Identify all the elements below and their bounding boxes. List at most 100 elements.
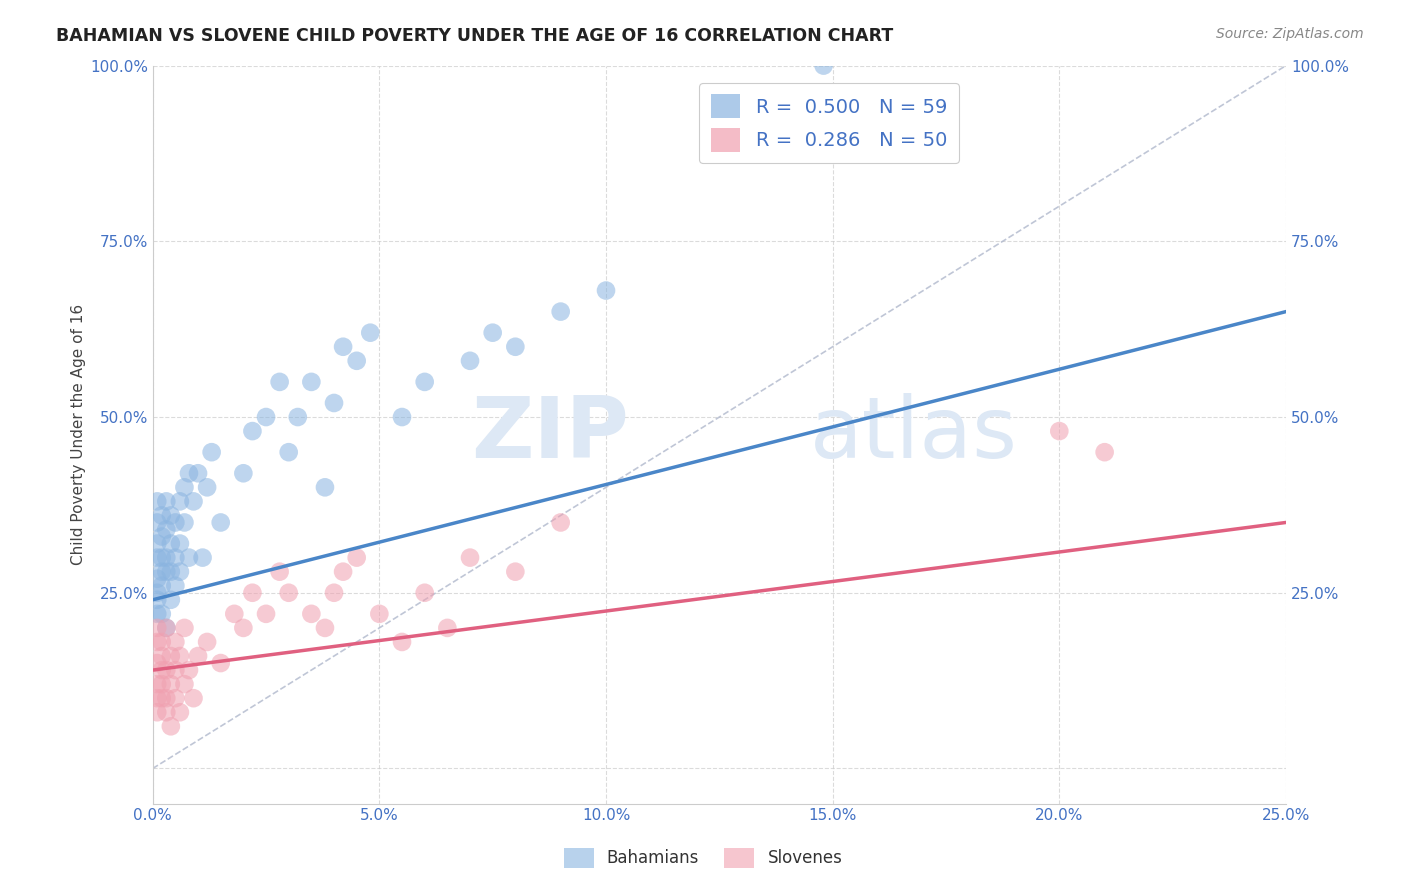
Point xyxy=(160,677,183,691)
Point xyxy=(150,691,173,706)
Point xyxy=(155,663,177,677)
Point xyxy=(146,592,169,607)
Point xyxy=(332,565,354,579)
Point xyxy=(150,508,173,523)
Point xyxy=(458,353,481,368)
Point xyxy=(550,304,572,318)
Point xyxy=(481,326,503,340)
Point xyxy=(150,565,173,579)
Point xyxy=(155,705,177,719)
Point xyxy=(314,480,336,494)
Point xyxy=(160,719,183,733)
Point xyxy=(146,572,169,586)
Point xyxy=(155,691,177,706)
Point xyxy=(155,621,177,635)
Point xyxy=(323,396,346,410)
Point xyxy=(277,586,299,600)
Point xyxy=(169,565,191,579)
Point xyxy=(155,523,177,537)
Point xyxy=(323,586,346,600)
Point xyxy=(165,550,187,565)
Point xyxy=(160,508,183,523)
Point xyxy=(150,579,173,593)
Point xyxy=(232,621,254,635)
Point xyxy=(368,607,391,621)
Point xyxy=(146,621,169,635)
Point xyxy=(1094,445,1116,459)
Point xyxy=(277,445,299,459)
Point xyxy=(254,607,277,621)
Point xyxy=(146,705,169,719)
Point xyxy=(550,516,572,530)
Point xyxy=(160,565,183,579)
Point xyxy=(155,565,177,579)
Point xyxy=(173,480,195,494)
Point xyxy=(332,340,354,354)
Point xyxy=(346,353,368,368)
Point xyxy=(165,691,187,706)
Point xyxy=(169,536,191,550)
Point xyxy=(505,340,527,354)
Point xyxy=(155,621,177,635)
Point xyxy=(232,467,254,481)
Point xyxy=(177,467,200,481)
Point xyxy=(413,375,436,389)
Y-axis label: Child Poverty Under the Age of 16: Child Poverty Under the Age of 16 xyxy=(72,304,86,566)
Point xyxy=(224,607,246,621)
Point xyxy=(150,635,173,649)
Text: ZIP: ZIP xyxy=(471,393,628,476)
Text: BAHAMIAN VS SLOVENE CHILD POVERTY UNDER THE AGE OF 16 CORRELATION CHART: BAHAMIAN VS SLOVENE CHILD POVERTY UNDER … xyxy=(56,27,893,45)
Point xyxy=(173,516,195,530)
Point xyxy=(177,663,200,677)
Point xyxy=(201,445,224,459)
Point xyxy=(150,550,173,565)
Point xyxy=(155,494,177,508)
Point xyxy=(391,635,413,649)
Point xyxy=(165,516,187,530)
Point xyxy=(155,550,177,565)
Point xyxy=(146,691,169,706)
Point xyxy=(287,410,309,425)
Point xyxy=(595,284,617,298)
Point xyxy=(183,494,205,508)
Point xyxy=(146,586,169,600)
Point xyxy=(813,59,835,73)
Point xyxy=(269,375,291,389)
Point xyxy=(173,677,195,691)
Point xyxy=(150,677,173,691)
Point xyxy=(269,565,291,579)
Point xyxy=(191,550,214,565)
Point xyxy=(299,607,322,621)
Point xyxy=(169,648,191,663)
Point xyxy=(165,663,187,677)
Legend: Bahamians, Slovenes: Bahamians, Slovenes xyxy=(557,841,849,875)
Point xyxy=(150,607,173,621)
Point xyxy=(146,677,169,691)
Text: Source: ZipAtlas.com: Source: ZipAtlas.com xyxy=(1216,27,1364,41)
Point xyxy=(146,607,169,621)
Point xyxy=(299,375,322,389)
Point xyxy=(187,467,209,481)
Point xyxy=(209,656,232,670)
Point xyxy=(177,550,200,565)
Point xyxy=(160,536,183,550)
Point xyxy=(150,529,173,543)
Point xyxy=(146,635,169,649)
Point xyxy=(146,516,169,530)
Point xyxy=(314,621,336,635)
Point xyxy=(169,705,191,719)
Point xyxy=(242,424,264,438)
Point xyxy=(150,663,173,677)
Point xyxy=(346,550,368,565)
Point xyxy=(187,648,209,663)
Point xyxy=(160,592,183,607)
Point xyxy=(195,480,218,494)
Point xyxy=(165,635,187,649)
Point xyxy=(254,410,277,425)
Point xyxy=(1047,424,1070,438)
Point xyxy=(391,410,413,425)
Point xyxy=(165,579,187,593)
Point xyxy=(160,648,183,663)
Point xyxy=(458,550,481,565)
Point xyxy=(146,494,169,508)
